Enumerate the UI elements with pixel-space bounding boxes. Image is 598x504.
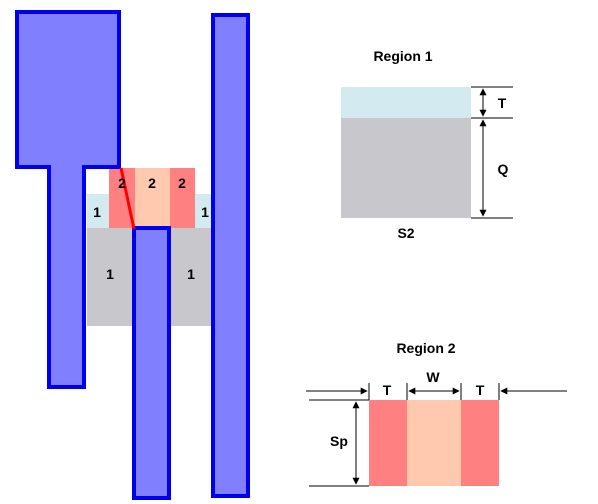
light-blue-region-left — [87, 194, 109, 228]
region-2-left-red — [369, 400, 407, 486]
sp-label: Sp — [330, 433, 348, 449]
left-structure: 2 2 2 1 1 1 1 — [15, 10, 250, 500]
label-2-right: 2 — [178, 175, 186, 191]
region-2-right-red — [461, 400, 499, 486]
red-region-right — [170, 168, 195, 228]
region-1-title: Region 1 — [373, 48, 432, 64]
red-boundary-line — [119, 167, 136, 230]
region-1-detail: Region 1 T Q S2 — [341, 48, 513, 241]
right-electrode — [211, 13, 250, 498]
s2-label: S2 — [397, 225, 414, 241]
region-2-detail: Region 2 T W T Sp — [306, 340, 567, 487]
w-label: W — [426, 369, 440, 385]
t-label-right: T — [476, 382, 485, 398]
label-1-left-gray: 1 — [106, 266, 114, 282]
t-label-region1: T — [498, 95, 507, 111]
q-label: Q — [498, 161, 509, 177]
label-2-middle: 2 — [148, 175, 156, 191]
label-1-left-blue: 1 — [93, 204, 101, 220]
region-1-bottom-layer — [341, 118, 471, 218]
label-1-right-gray: 1 — [187, 266, 195, 282]
label-2-left: 2 — [118, 175, 126, 191]
peach-region — [135, 168, 170, 228]
label-1-right-blue: 1 — [201, 204, 209, 220]
middle-electrode — [132, 226, 171, 500]
left-electrode — [15, 10, 121, 389]
region-1-top-layer — [341, 87, 471, 118]
t-label-left: T — [383, 382, 392, 398]
region-2-title: Region 2 — [396, 340, 455, 356]
region-2-peach — [407, 400, 461, 486]
